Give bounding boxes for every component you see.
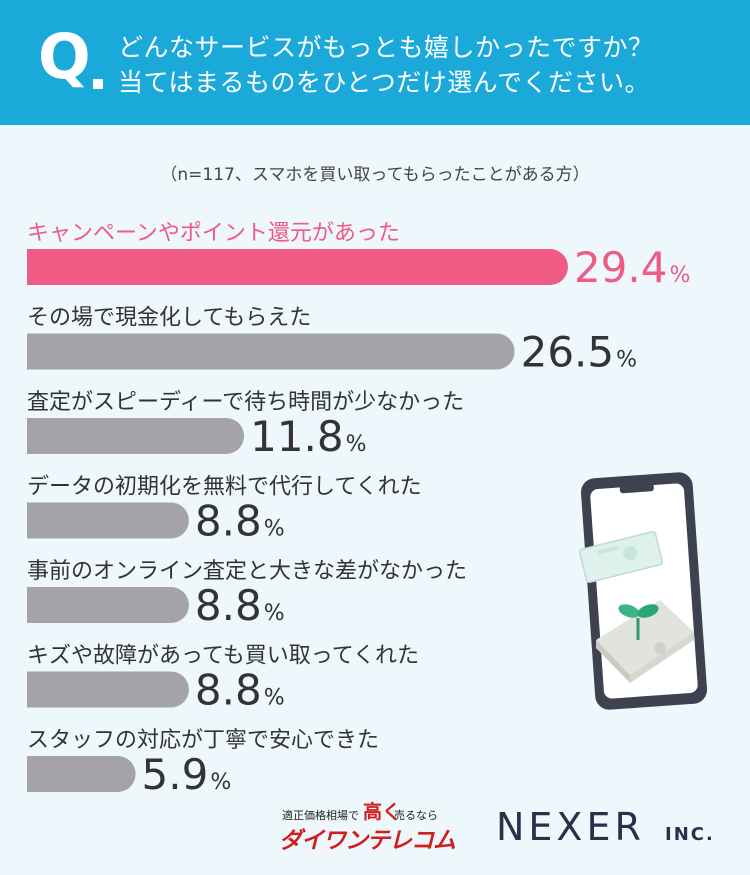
daiwan-tagline-a: 適正価格相場で xyxy=(282,809,359,822)
nexer-logo: NEXER xyxy=(496,805,645,849)
bar-left-edge xyxy=(27,587,45,623)
bar-left-edge xyxy=(27,671,45,708)
question-header: Q どんなサービスがもっとも嬉しかったですか？ 当てはまるものをひとつだけ選んで… xyxy=(0,0,750,125)
bar-value-label: 8.8% xyxy=(195,666,285,715)
bar-left-edge xyxy=(27,756,45,792)
bar xyxy=(27,249,568,285)
bar-label: 事前のオンライン査定と大きな差がなかった xyxy=(27,559,467,584)
nexer-inc: INC. xyxy=(665,824,715,845)
bar-value-label: 8.8% xyxy=(195,581,285,630)
bar-value-label: 8.8% xyxy=(195,497,285,546)
bar-left-edge xyxy=(27,333,45,370)
question-line-2: 当てはまるものをひとつだけ選んでください。 xyxy=(118,68,651,97)
question-text: どんなサービスがもっとも嬉しかったですか？ 当てはまるものをひとつだけ選んでくだ… xyxy=(118,30,654,100)
q-label: Q xyxy=(38,20,91,93)
bar-label: データの初期化を無料で代行してくれた xyxy=(27,475,422,500)
bar-value-label: 29.4% xyxy=(574,243,690,292)
bar xyxy=(27,587,189,623)
bar xyxy=(27,671,189,708)
bar-label: キズや故障があっても買い取ってくれた xyxy=(27,644,419,669)
q-dot xyxy=(93,79,103,89)
bar xyxy=(27,756,136,792)
daiwan-logo: ダイワンテレコム xyxy=(279,828,456,854)
bar-left-edge xyxy=(27,502,45,539)
bar-value-label: 26.5% xyxy=(521,328,637,377)
bar xyxy=(27,418,245,454)
sample-note: （n=117、スマホを買い取ってもらったことがある方） xyxy=(160,165,590,185)
daiwan-tagline-c: 売るなら xyxy=(394,809,438,822)
phone-illustration xyxy=(578,472,708,710)
bar-left-edge xyxy=(27,249,45,285)
question-line-1: どんなサービスがもっとも嬉しかったですか？ xyxy=(118,33,654,62)
daiwan-tagline-b: 高く xyxy=(363,801,402,823)
bar-label: その場で現金化してもらえた xyxy=(27,306,311,331)
bar xyxy=(27,502,189,539)
bar xyxy=(27,333,515,370)
bar-label: 査定がスピーディーで待ち時間が少なかった xyxy=(27,390,464,415)
bar-label: キャンペーンやポイント還元があった xyxy=(27,221,400,246)
bar-left-edge xyxy=(27,418,45,454)
bar-value-label: 11.8% xyxy=(250,412,366,461)
bar-label: スタッフの対応が丁寧で安心できた xyxy=(27,728,379,753)
bar-value-label: 5.9% xyxy=(142,750,232,799)
